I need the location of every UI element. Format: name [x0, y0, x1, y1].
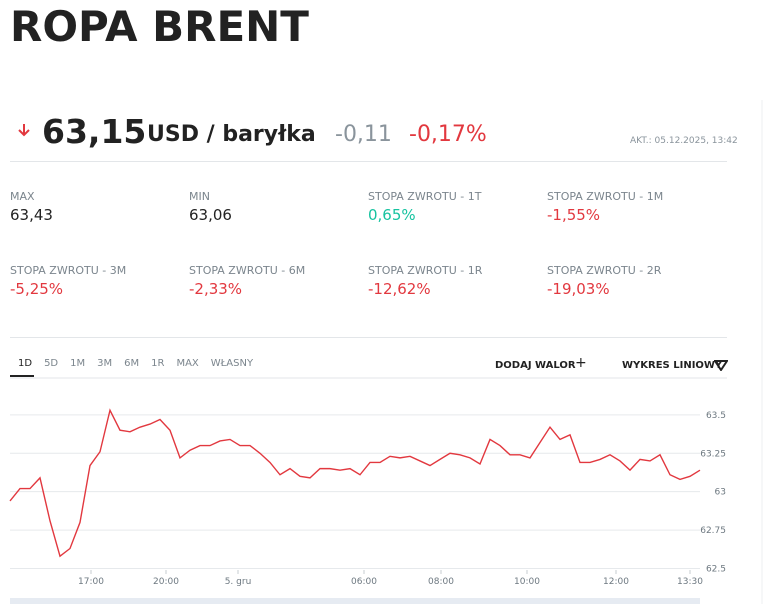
- tab[interactable]: 5D: [44, 358, 59, 369]
- y-tick-label: 63: [715, 488, 726, 498]
- tab[interactable]: 3M: [97, 358, 113, 369]
- stat-label: STOPA ZWROTU - 2R: [547, 264, 662, 277]
- y-tick-label: 62.75: [700, 526, 726, 536]
- x-tick-label: 12:00: [603, 577, 629, 587]
- page-title: ROPA BRENT: [10, 2, 309, 51]
- x-tick-label: 10:00: [514, 577, 540, 587]
- stat-label: MAX: [10, 190, 35, 203]
- triangle-icon: [714, 360, 728, 371]
- stat-label: STOPA ZWROTU - 3M: [10, 264, 127, 277]
- change: -0,11: [335, 122, 392, 147]
- y-tick-label: 62.5: [706, 564, 726, 574]
- change-pct: -0,17%: [409, 122, 487, 147]
- unit: USD / baryłka: [147, 122, 316, 147]
- stat-label: STOPA ZWROTU - 1T: [368, 190, 482, 203]
- tab-underline: [10, 375, 34, 377]
- tab[interactable]: 1R: [151, 358, 165, 369]
- stat-value: -1,55%: [547, 206, 601, 224]
- stat-value: 63,43: [10, 206, 53, 224]
- down-arrow: [18, 124, 30, 137]
- navigator: [10, 598, 700, 604]
- updated: AKT.: 05.12.2025, 13:42: [630, 136, 738, 146]
- stat-label: STOPA ZWROTU - 6M: [189, 264, 306, 277]
- price: 63,15: [42, 112, 147, 151]
- x-tick-label: 5. gru: [225, 577, 252, 587]
- tab[interactable]: MAX: [176, 358, 199, 369]
- chart-type-button[interactable]: WYKRES LINIOWY: [622, 360, 723, 371]
- stat-label: MIN: [189, 190, 210, 203]
- x-tick-label: 06:00: [351, 577, 377, 587]
- add-button[interactable]: DODAJ WALOR: [495, 360, 576, 371]
- stat-label: STOPA ZWROTU - 1M: [547, 190, 664, 203]
- tab[interactable]: 1M: [70, 358, 86, 369]
- x-tick-label: 20:00: [153, 577, 179, 587]
- stat-value: -12,62%: [368, 280, 431, 298]
- tab[interactable]: 1D: [18, 358, 33, 369]
- divider: [10, 337, 727, 338]
- stat-value: -2,33%: [189, 280, 243, 298]
- x-tick-label: 17:00: [78, 577, 104, 587]
- stat-value: 0,65%: [368, 206, 416, 224]
- stat-value: -19,03%: [547, 280, 610, 298]
- divider: [10, 161, 727, 162]
- stat-label: STOPA ZWROTU - 1R: [368, 264, 483, 277]
- stat-value: 63,06: [189, 206, 232, 224]
- y-tick-label: 63.25: [700, 449, 726, 459]
- price-line: [9, 408, 701, 558]
- tab[interactable]: 6M: [124, 358, 140, 369]
- x-tick-label: 13:30: [677, 577, 703, 587]
- tab[interactable]: WŁASNY: [210, 358, 254, 369]
- x-tick-label: 08:00: [428, 577, 454, 587]
- y-tick-label: 63.5: [706, 411, 726, 421]
- stat-value: -5,25%: [10, 280, 64, 298]
- plus-icon: +: [575, 355, 587, 371]
